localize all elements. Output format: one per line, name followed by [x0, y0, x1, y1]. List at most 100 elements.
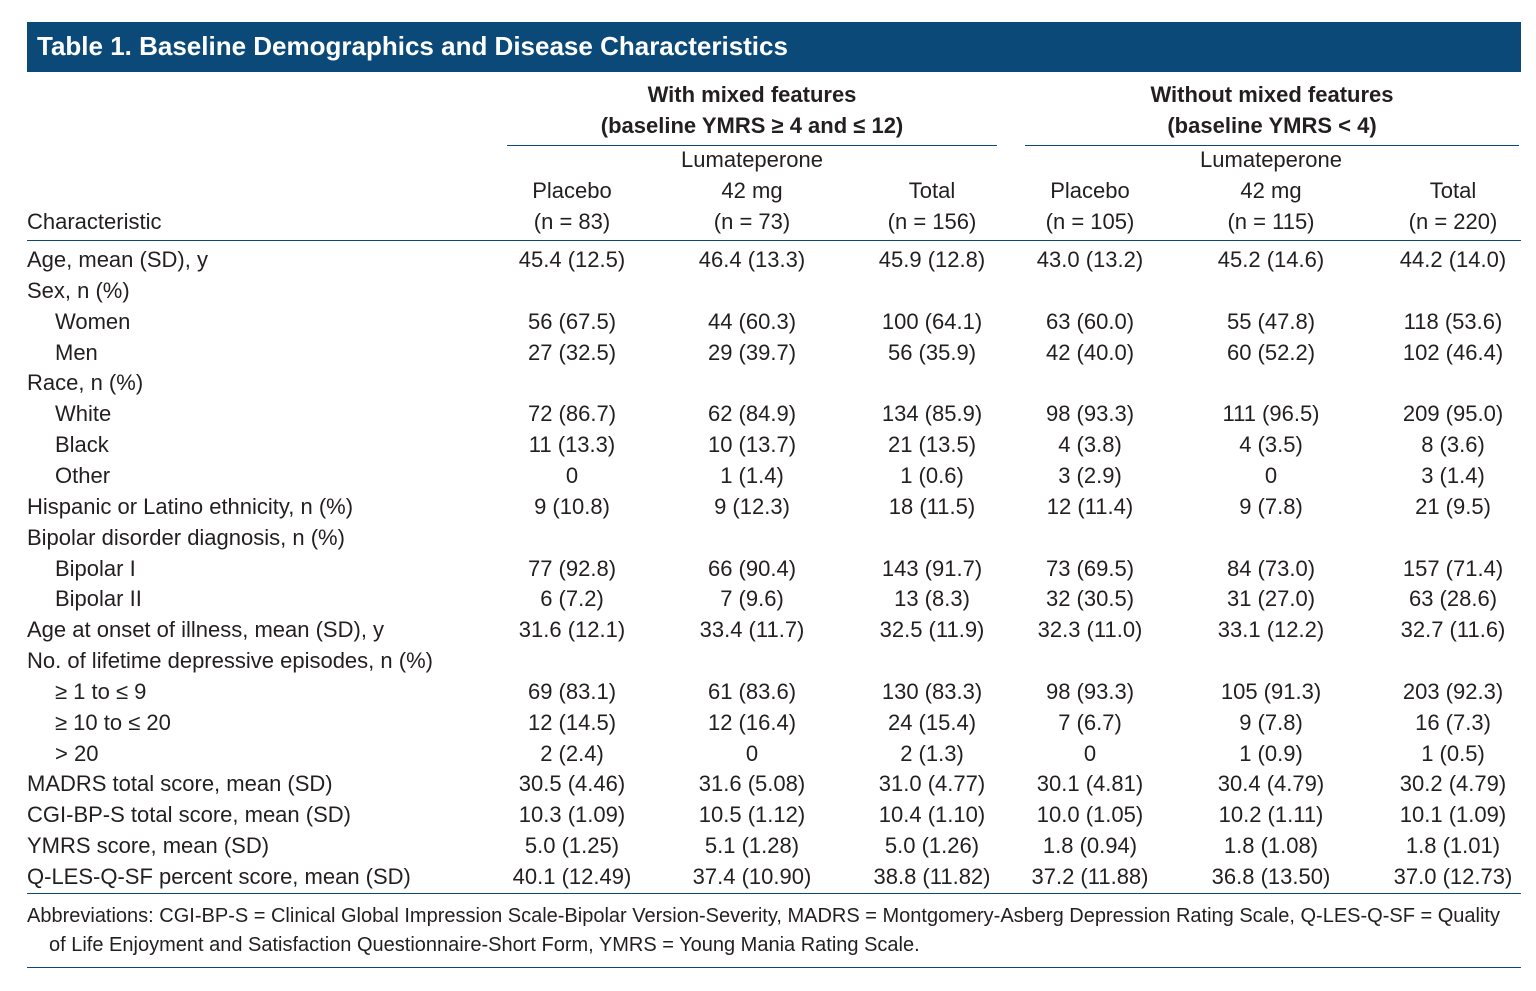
row-label: Age at onset of illness, mean (SD), y	[27, 617, 385, 643]
sub-row-label: Other	[55, 462, 111, 488]
group-header: (baseline YMRS < 4)	[1167, 113, 1377, 138]
sub-row-label: Black	[55, 432, 109, 458]
cell: 8 (3.6)	[1421, 432, 1485, 458]
cell: 55 (47.8)	[1226, 308, 1316, 334]
cell: 5.0 (1.26)	[884, 833, 980, 859]
cell: 5.1 (1.28)	[704, 833, 800, 859]
cell: 62 (84.9)	[707, 401, 797, 427]
row-label: Race, n (%)	[27, 370, 144, 396]
cell: 66 (90.4)	[707, 555, 797, 581]
cell: 44 (60.3)	[707, 308, 797, 334]
group-header: With mixed features	[647, 82, 857, 107]
cell: 10.4 (1.10)	[878, 802, 986, 828]
cell: 30.4 (4.79)	[1217, 771, 1325, 797]
sub-row-label: Bipolar II	[55, 586, 142, 612]
column-header: Total	[908, 178, 956, 203]
cell: 1 (0.9)	[1239, 740, 1303, 766]
cell: 45.4 (12.5)	[518, 247, 626, 272]
cell: 24 (15.4)	[887, 709, 977, 735]
cell: 30.2 (4.79)	[1399, 771, 1507, 797]
cell: 209 (95.0)	[1402, 401, 1504, 427]
cell: 7 (9.6)	[720, 586, 784, 612]
cell: 16 (7.3)	[1415, 709, 1491, 735]
cell: 0	[565, 462, 579, 488]
cell: 11 (13.3)	[528, 432, 616, 458]
row-label: YMRS score, mean (SD)	[27, 833, 270, 859]
column-header: 42 mg	[1240, 178, 1302, 203]
sub-row-label: Women	[55, 308, 131, 334]
cell: 98 (93.3)	[1045, 401, 1135, 427]
cell: 9 (7.8)	[1239, 493, 1303, 519]
cell: 130 (83.3)	[881, 678, 983, 704]
cell: 60 (52.2)	[1226, 339, 1316, 365]
cell: 4 (3.5)	[1239, 432, 1303, 458]
column-header: (n = 73)	[713, 209, 791, 234]
cell: 1 (0.6)	[900, 462, 964, 488]
cell: 12 (11.4)	[1046, 493, 1134, 519]
cell: 42 (40.0)	[1045, 339, 1135, 365]
footnote: Abbreviations: CGI-BP-S = Clinical Globa…	[27, 905, 1500, 956]
group-rule	[1025, 145, 1519, 146]
cell: 32.5 (11.9)	[879, 617, 985, 643]
cell: 3 (1.4)	[1421, 462, 1485, 488]
column-header: (n = 83)	[533, 209, 611, 234]
cell: 37.4 (10.90)	[692, 864, 812, 889]
footnote-rule	[27, 967, 1521, 968]
cell: 37.2 (11.88)	[1031, 864, 1149, 889]
cell: 13 (8.3)	[894, 586, 970, 612]
cell: 157 (71.4)	[1402, 555, 1504, 581]
cell: 134 (85.9)	[881, 401, 983, 427]
cell: 30.1 (4.81)	[1036, 771, 1144, 797]
column-header: (n = 115)	[1227, 209, 1315, 234]
table-bottom-rule	[27, 893, 1521, 894]
cell: 31 (27.0)	[1226, 586, 1316, 612]
cell: 9 (10.8)	[534, 493, 610, 519]
row-label: CGI-BP-S total score, mean (SD)	[27, 802, 351, 828]
row-label: Age, mean (SD), y	[27, 247, 208, 272]
cell: 38.8 (11.82)	[873, 864, 991, 889]
cell: 203 (92.3)	[1402, 678, 1504, 704]
sub-row-label: White	[55, 401, 112, 427]
cell: 29 (39.7)	[707, 339, 797, 365]
cell: 21 (9.5)	[1415, 493, 1491, 519]
cell: 1.8 (0.94)	[1042, 833, 1138, 859]
cell: 56 (35.9)	[887, 339, 977, 365]
cell: 102 (46.4)	[1402, 339, 1504, 365]
cell: 44.2 (14.0)	[1399, 247, 1507, 272]
cell: 45.2 (14.6)	[1217, 247, 1325, 272]
cell: 1 (1.4)	[720, 462, 784, 488]
cell: 33.4 (11.7)	[699, 617, 805, 643]
cell: 63 (60.0)	[1045, 308, 1135, 334]
column-header: Placebo	[1050, 178, 1130, 203]
cell: 36.8 (13.50)	[1211, 864, 1331, 889]
cell: 18 (11.5)	[888, 493, 976, 519]
cell: 10.5 (1.12)	[698, 802, 806, 828]
cell: 21 (13.5)	[887, 432, 977, 458]
cell: 9 (7.8)	[1239, 709, 1303, 735]
sub-row-label: Bipolar I	[55, 555, 136, 581]
cell: 10.2 (1.11)	[1218, 802, 1324, 828]
cell: 12 (14.5)	[527, 709, 617, 735]
cell: 5.0 (1.25)	[524, 833, 620, 859]
sub-row-label: > 20	[55, 740, 99, 766]
cell: 4 (3.8)	[1058, 432, 1122, 458]
table-title: Table 1. Baseline Demographics and Disea…	[37, 31, 788, 61]
cell: 2 (2.4)	[540, 740, 604, 766]
column-header: Placebo	[532, 178, 612, 203]
cell: 105 (91.3)	[1220, 678, 1322, 704]
cell: 12 (16.4)	[707, 709, 797, 735]
cell: 84 (73.0)	[1226, 555, 1316, 581]
cell: 43.0 (13.2)	[1036, 247, 1144, 272]
group-rule	[507, 145, 997, 146]
cell: 37.0 (12.73)	[1393, 864, 1513, 889]
column-header: 42 mg	[721, 178, 783, 203]
cell: 73 (69.5)	[1045, 555, 1135, 581]
column-header: Lumateperone	[1200, 147, 1342, 172]
cell: 0	[745, 740, 759, 766]
cell: 56 (67.5)	[527, 308, 617, 334]
cell: 31.0 (4.77)	[878, 771, 986, 797]
cell: 61 (83.6)	[707, 678, 797, 704]
cell: 143 (91.7)	[881, 555, 983, 581]
cell: 63 (28.6)	[1408, 586, 1498, 612]
